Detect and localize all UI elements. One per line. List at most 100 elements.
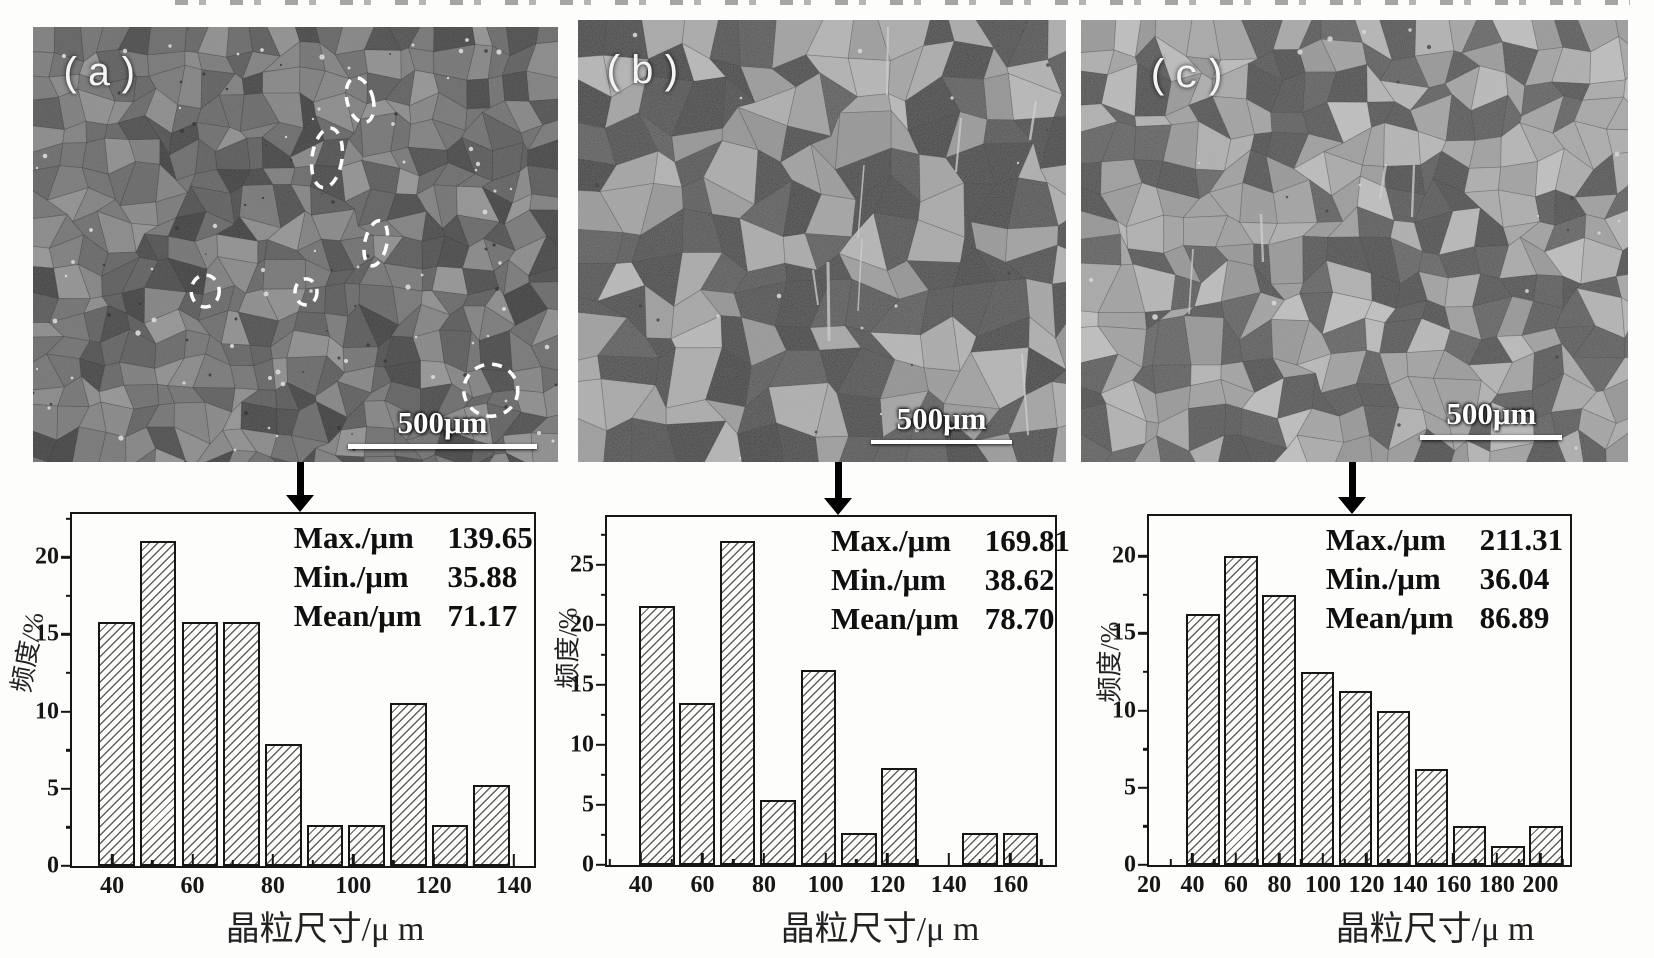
dashed-ellipse-overlay-a	[189, 75, 520, 418]
crop-artifact-strip	[175, 0, 1630, 5]
dashed-ellipse-annotation	[362, 218, 390, 268]
x-tick	[1452, 853, 1455, 865]
x-tick	[1321, 853, 1325, 865]
x-tick-label: 180	[1478, 872, 1515, 898]
stat-min-label: Min./μm	[1325, 561, 1441, 596]
y-minor-tick	[601, 593, 607, 597]
y-tick-label: 5	[1124, 774, 1136, 801]
y-tick-label: 20	[35, 543, 59, 570]
histogram-bar	[1002, 832, 1039, 865]
scale-bar-line-a	[348, 444, 537, 449]
y-tick-label: 0	[1124, 851, 1136, 878]
x-tick	[1365, 853, 1368, 865]
x-tick	[512, 854, 516, 866]
dashed-ellipse-annotation	[309, 126, 345, 190]
stat-max-label: Max./μm	[293, 520, 414, 555]
y-minor-tick	[1143, 593, 1149, 596]
y-tick-label: 5	[47, 775, 59, 802]
histogram-bar	[473, 784, 510, 866]
y-tick-label: 25	[570, 551, 594, 578]
x-tick-label: 100	[335, 873, 372, 899]
histogram-bar	[306, 825, 344, 866]
histogram-chart-c: Max./μm 211.31 Min./μm 36.04 Mean/μm 86.89 …	[1112, 514, 1572, 898]
micrograph-label-a: (a)	[59, 53, 144, 99]
x-tick-label: 100	[807, 872, 844, 898]
y-tick-label: 15	[35, 620, 59, 647]
y-minor-tick	[601, 533, 607, 537]
micrograph-b: (b) 500μm	[578, 20, 1066, 462]
x-tick	[885, 853, 889, 865]
x-tick	[1408, 853, 1412, 865]
stats-box-b: Max./μm 169.81 Min./μm 38.62 Mean/μm 78.70	[831, 521, 1070, 638]
histogram-bar	[1338, 691, 1373, 865]
scale-bar-c: 500μm	[1420, 396, 1563, 440]
x-tick	[701, 853, 704, 865]
x-tick-label: 80	[752, 872, 777, 898]
histogram-bar	[1414, 768, 1449, 865]
x-tick-label: 120	[1348, 872, 1385, 898]
y-tick-label: 20	[570, 611, 594, 638]
y-tick-label: 15	[1112, 619, 1136, 646]
x-tick	[1539, 853, 1542, 865]
y-tick	[596, 803, 607, 807]
y-minor-tick	[1143, 747, 1149, 751]
y-tick-label: 0	[582, 851, 594, 878]
x-tick-label: 40	[1180, 872, 1205, 898]
x-minor-tick	[1256, 859, 1259, 865]
down-arrow-c	[1337, 462, 1367, 514]
stat-min-value: 35.88	[447, 559, 518, 594]
scale-bar-label-a: 500μm	[397, 405, 488, 441]
x-minor-tick	[1169, 859, 1172, 865]
y-tick	[1138, 554, 1149, 558]
stat-mean-label: Mean/μm	[1325, 600, 1454, 635]
micrograph-label-c: (c)	[1146, 55, 1231, 101]
histogram-bar	[389, 703, 427, 866]
x-tick	[1009, 853, 1012, 865]
y-tick	[1138, 709, 1149, 712]
x-minor-tick	[978, 859, 981, 865]
y-tick	[61, 787, 72, 790]
micrograph-label-b: (b)	[602, 50, 687, 96]
stat-max-value: 169.81	[984, 523, 1071, 558]
x-tick	[191, 854, 194, 866]
x-tick-label: 60	[1223, 872, 1248, 898]
histogram-chart-b: Max./μm 169.81 Min./μm 38.62 Mean/μm 78.70 …	[570, 515, 1070, 898]
dashed-ellipse-annotation	[462, 362, 520, 418]
y-tick-label: 5	[582, 791, 594, 818]
scale-bar-label-c: 500μm	[1446, 396, 1537, 432]
histogram-bar	[1300, 671, 1335, 865]
histogram-chart-a: Max./μm 139.65 Min./μm 35.88 Mean/μm 71.17 …	[35, 512, 536, 899]
scale-bar-b: 500μm	[870, 401, 1013, 445]
y-tick	[61, 710, 72, 713]
y-minor-tick	[601, 653, 607, 657]
stat-min-value: 36.04	[1479, 561, 1550, 596]
histogram-bar	[639, 605, 675, 865]
x-tick-label: 100	[1304, 872, 1341, 898]
x-tick-label: 140	[930, 872, 967, 898]
x-axis-caption-a: 晶粒尺寸/μ m	[225, 911, 425, 948]
histogram-bar	[1452, 826, 1487, 865]
y-tick	[596, 563, 607, 567]
x-axis-caption-c: 晶粒尺寸/μ m	[1335, 911, 1535, 948]
x-axis-caption-b: 晶粒尺寸/μ m	[780, 911, 980, 948]
histogram-bar	[431, 825, 469, 866]
stat-mean-label: Mean/μm	[831, 601, 959, 636]
x-tick	[110, 854, 114, 866]
x-minor-tick	[732, 859, 735, 865]
dashed-ellipse-annotation	[189, 273, 221, 309]
stats-box-c: Max./μm 211.31 Min./μm 36.04 Mean/μm 86.89	[1326, 520, 1563, 637]
micrograph-c: (c) 500μm	[1081, 20, 1628, 462]
x-minor-tick	[1213, 859, 1216, 865]
x-minor-tick	[1387, 859, 1390, 865]
y-minor-tick	[601, 773, 607, 777]
x-minor-tick	[1473, 859, 1477, 865]
histogram-bar	[1376, 710, 1411, 865]
x-tick	[352, 854, 355, 866]
y-tick	[1138, 632, 1149, 635]
x-tick-label: 60	[690, 872, 715, 898]
scale-bar-line-b	[870, 439, 1013, 445]
x-tick	[947, 853, 950, 865]
x-tick-label: 160	[992, 872, 1029, 898]
x-tick-label: 80	[1267, 872, 1292, 898]
histogram-bar	[1186, 614, 1220, 865]
